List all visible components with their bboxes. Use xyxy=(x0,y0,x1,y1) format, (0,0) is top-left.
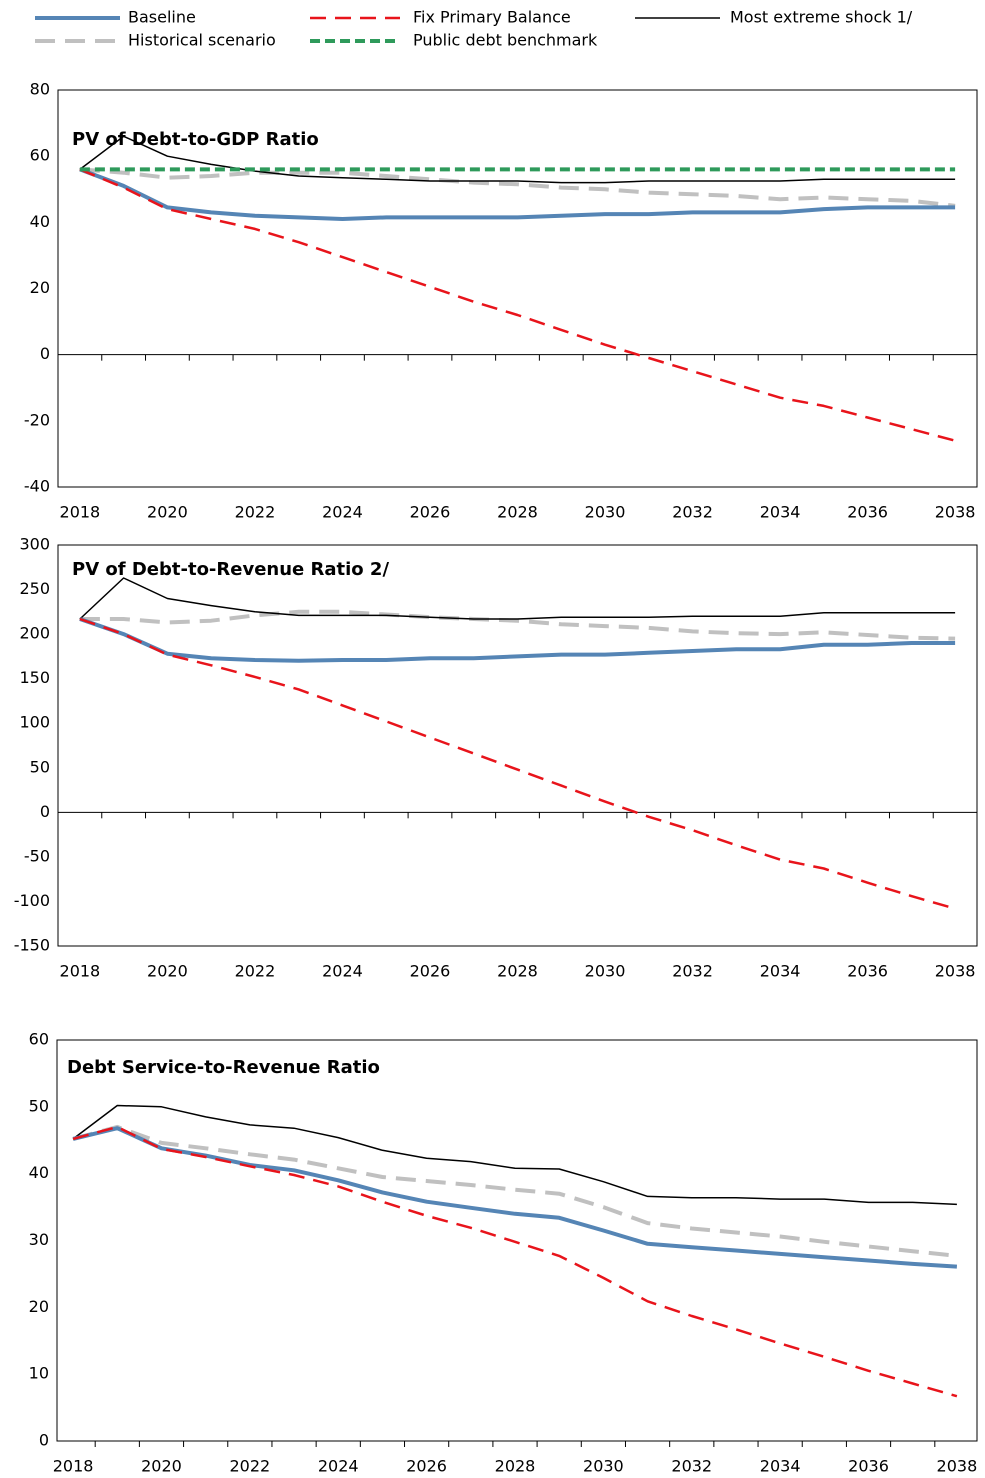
legend-label: Public debt benchmark xyxy=(413,31,598,50)
x-tick-label: 2022 xyxy=(235,962,276,981)
chart-title: PV of Debt-to-Revenue Ratio 2/ xyxy=(72,559,389,580)
x-tick-label: 2030 xyxy=(583,1457,624,1476)
x-tick-label: 2030 xyxy=(585,503,626,522)
legend-label: Baseline xyxy=(128,8,196,27)
series-line xyxy=(79,617,956,910)
y-tick-label: 0 xyxy=(40,344,50,363)
x-tick-label: 2038 xyxy=(935,503,976,522)
x-tick-label: 2022 xyxy=(229,1457,270,1476)
x-tick-label: 2036 xyxy=(847,503,888,522)
legend-label: Fix Primary Balance xyxy=(413,8,571,27)
x-tick-label: 2034 xyxy=(760,503,801,522)
x-tick-label: 2028 xyxy=(495,1457,536,1476)
plot-frame xyxy=(57,89,978,488)
x-tick-label: 2018 xyxy=(53,1457,94,1476)
x-tick-label: 2028 xyxy=(497,503,538,522)
y-tick-label: -40 xyxy=(24,477,50,496)
x-tick-label: 2028 xyxy=(497,962,538,981)
y-tick-label: 0 xyxy=(40,802,50,821)
x-tick-label: 2024 xyxy=(322,503,363,522)
series-line xyxy=(79,168,956,442)
x-tick-label: 2030 xyxy=(585,962,626,981)
x-tick-label: 2026 xyxy=(410,962,451,981)
x-tick-label: 2032 xyxy=(672,962,713,981)
x-tick-label: 2038 xyxy=(937,1457,978,1476)
y-tick-label: 50 xyxy=(30,757,50,776)
series-line xyxy=(72,1126,958,1269)
y-tick-label: 50 xyxy=(29,1096,49,1115)
y-tick-label: 10 xyxy=(29,1364,49,1383)
x-tick-label: 2036 xyxy=(847,962,888,981)
x-tick-label: 2034 xyxy=(760,962,801,981)
y-tick-label: 80 xyxy=(30,80,50,99)
series-line xyxy=(79,135,956,184)
series-line xyxy=(79,577,956,620)
x-tick-label: 2034 xyxy=(760,1457,801,1476)
plot-frame xyxy=(57,544,978,947)
series-line xyxy=(72,1104,957,1206)
series-line xyxy=(79,167,956,208)
series-line xyxy=(79,167,956,221)
series-line xyxy=(72,1124,958,1258)
y-tick-label: 200 xyxy=(19,624,50,643)
y-tick-label: 40 xyxy=(30,212,50,231)
x-tick-label: 2024 xyxy=(322,962,363,981)
chart-title: Debt Service-to-Revenue Ratio xyxy=(67,1057,380,1078)
x-tick-label: 2036 xyxy=(848,1457,889,1476)
legend-label: Historical scenario xyxy=(128,31,276,50)
x-tick-label: 2032 xyxy=(671,1457,712,1476)
y-tick-label: 60 xyxy=(30,146,50,165)
y-tick-label: 20 xyxy=(29,1297,49,1316)
x-tick-label: 2018 xyxy=(60,962,101,981)
y-tick-label: 150 xyxy=(19,668,50,687)
y-tick-label: 30 xyxy=(29,1230,49,1249)
y-tick-label: -20 xyxy=(24,410,50,429)
series-line xyxy=(79,617,956,663)
y-tick-label: -100 xyxy=(14,891,50,910)
legend-label: Most extreme shock 1/ xyxy=(730,8,913,27)
x-tick-label: 2032 xyxy=(672,503,713,522)
y-tick-label: 100 xyxy=(19,713,50,732)
y-tick-label: 300 xyxy=(19,535,50,554)
x-tick-label: 2018 xyxy=(60,503,101,522)
series-line xyxy=(72,1125,958,1398)
series-line xyxy=(79,609,956,641)
x-tick-label: 2020 xyxy=(141,1457,182,1476)
y-tick-label: 40 xyxy=(29,1163,49,1182)
chart-title: PV of Debt-to-GDP Ratio xyxy=(72,129,319,150)
x-tick-label: 2022 xyxy=(235,503,276,522)
plot-frame xyxy=(56,1039,978,1442)
y-tick-label: 0 xyxy=(39,1431,49,1450)
x-tick-label: 2020 xyxy=(147,503,188,522)
x-tick-label: 2026 xyxy=(410,503,451,522)
x-tick-label: 2020 xyxy=(147,962,188,981)
y-tick-label: 20 xyxy=(30,278,50,297)
y-tick-label: 250 xyxy=(19,579,50,598)
x-tick-label: 2026 xyxy=(406,1457,447,1476)
y-tick-label: 60 xyxy=(29,1030,49,1049)
x-tick-label: 2038 xyxy=(935,962,976,981)
y-tick-label: -150 xyxy=(14,936,50,955)
x-tick-label: 2024 xyxy=(318,1457,359,1476)
y-tick-label: -50 xyxy=(24,846,50,865)
